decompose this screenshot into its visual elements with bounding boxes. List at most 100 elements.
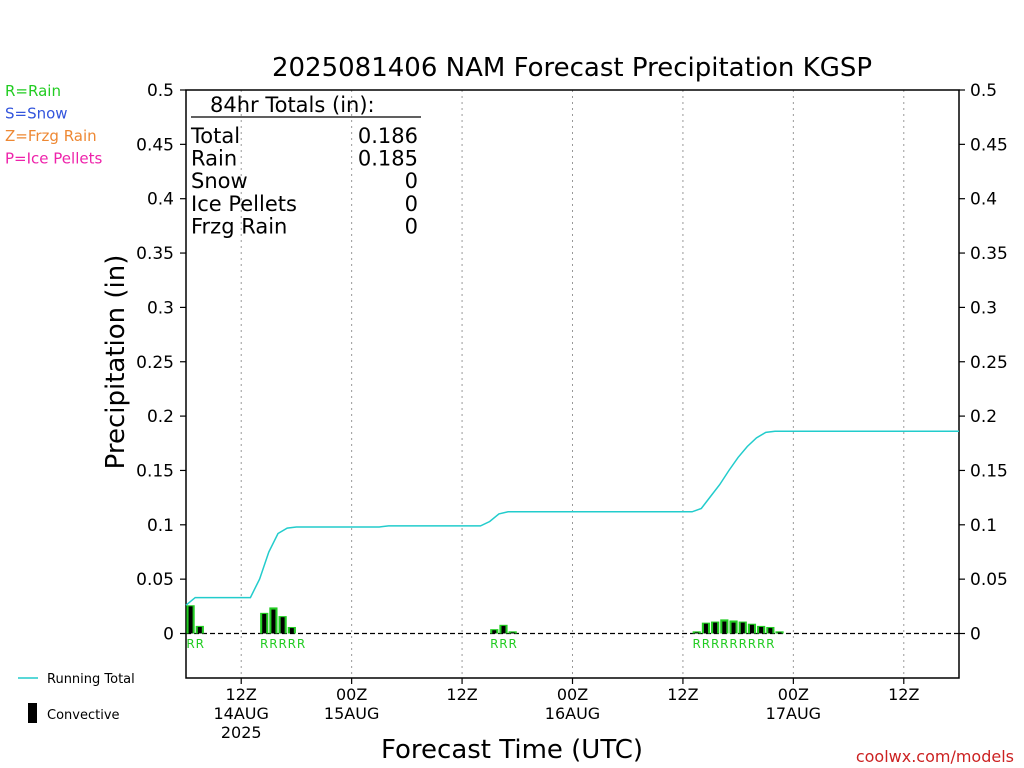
precip-bars [186, 605, 784, 634]
totals-row-label: Frzg Rain [191, 214, 287, 238]
grid-lines [240, 90, 905, 678]
y-axis-right: 0 0.05 0.1 0.15 0.2 0.25 0.3 0.35 0.4 0.45 0.5 [959, 81, 1008, 645]
convective-bar [703, 623, 708, 634]
running-total-legend-label: Running Total [47, 672, 135, 687]
totals-row-label: Total [190, 124, 240, 148]
totals-row-value: 0 [405, 214, 418, 238]
series-legend: Running Total Convective [18, 672, 135, 723]
ptype-letter: R [499, 637, 507, 651]
ptype-letter: R [711, 637, 719, 651]
totals-row-label: Ice Pellets [191, 192, 297, 216]
convective-bar [501, 625, 506, 634]
y-tick-label-right: 0.3 [970, 298, 997, 318]
totals-row-label: Snow [191, 169, 248, 193]
convective-bar [188, 606, 193, 634]
convective-bar [722, 621, 727, 634]
y-tick-label-left: 0.35 [136, 244, 174, 264]
x-tick-label: 15AUG [324, 704, 379, 723]
x-tick-label: 14AUG [214, 704, 269, 723]
convective-legend-label: Convective [47, 708, 120, 723]
x-tick-label: 12Z [667, 685, 698, 704]
ptype-letter: R [757, 637, 765, 651]
x-tick-label: 12Z [226, 685, 257, 704]
ptype-letter: R [729, 637, 737, 651]
ptype-legend-item: R=Rain [5, 82, 61, 100]
convective-bar [740, 622, 745, 634]
convective-bar [280, 617, 285, 634]
y-tick-label-left: 0.4 [147, 190, 174, 210]
x-tick-label: 17AUG [766, 704, 821, 723]
x-tick-label: 16AUG [545, 704, 600, 723]
totals-row-value: 0.186 [358, 124, 418, 148]
ptype-letter: R [269, 637, 277, 651]
y-tick-label-left: 0.15 [136, 461, 174, 481]
totals-box: 84hr Totals (in): Total 0.186 Rain 0.185 Snow… [190, 93, 421, 238]
x-tick-label: 00Z [336, 685, 367, 704]
y-tick-label-right: 0.25 [970, 353, 1008, 373]
y-tick-label-right: 0.45 [970, 135, 1008, 155]
y-axis-label: Precipitation (in) [101, 255, 131, 470]
totals-row-label: Rain [191, 147, 237, 171]
ptype-legend-item: Z=Frzg Rain [5, 127, 97, 145]
convective-bar [731, 622, 736, 634]
y-tick-label-left: 0.25 [136, 353, 174, 373]
convective-bar [289, 628, 294, 634]
convective-bar [262, 613, 267, 634]
x-tick-label: 00Z [778, 685, 809, 704]
y-tick-label-right: 0.05 [970, 570, 1008, 590]
y-tick-label-left: 0.3 [147, 298, 174, 318]
convective-bar [713, 622, 718, 634]
chart-title: 2025081406 NAM Forecast Precipitation KG… [272, 53, 872, 83]
convective-bar [197, 626, 202, 634]
y-tick-label-left: 0.5 [147, 81, 174, 101]
y-tick-label-right: 0.4 [970, 190, 997, 210]
ptype-letter: R [186, 637, 194, 651]
convective-bar [492, 630, 497, 634]
y-tick-label-left: 0.45 [136, 135, 174, 155]
convective-swatch [28, 703, 37, 723]
ptype-letter: R [260, 637, 268, 651]
ptype-letter: R [693, 637, 701, 651]
ptype-letter: R [748, 637, 756, 651]
credit-text: coolwx.com/models [856, 747, 1014, 766]
convective-bar [694, 632, 699, 634]
ptype-letter: R [702, 637, 710, 651]
ptype-letter: R [766, 637, 774, 651]
ptype-letter: R [196, 637, 204, 651]
totals-row-value: 0 [405, 169, 418, 193]
ptype-legend: R=Rain S=Snow Z=Frzg Rain P=Ice Pellets [5, 82, 102, 168]
y-tick-label-left: 0.05 [136, 570, 174, 590]
y-tick-label-right: 0.35 [970, 244, 1008, 264]
x-tick-label: 12Z [888, 685, 919, 704]
ptype-letter: R [739, 637, 747, 651]
convective-bar [749, 624, 754, 634]
convective-bar [510, 632, 515, 634]
ptype-letter: R [278, 637, 286, 651]
x-tick-label: 00Z [557, 685, 588, 704]
x-axis-label: Forecast Time (UTC) [381, 735, 643, 765]
rain-bar [508, 631, 517, 634]
ptype-legend-item: P=Ice Pellets [5, 150, 102, 168]
y-tick-label-right: 0.5 [970, 81, 997, 101]
y-axis-left: 0 0.05 0.1 0.15 0.2 0.25 0.3 0.35 0.4 0.45 0.5 [136, 81, 186, 645]
ptype-letter: R [720, 637, 728, 651]
totals-row-value: 0.185 [358, 147, 418, 171]
convective-bar [768, 628, 773, 634]
rain-bar [692, 631, 701, 634]
convective-bar [759, 626, 764, 634]
y-tick-label-right: 0.1 [970, 516, 997, 536]
y-tick-label-right: 0.15 [970, 461, 1008, 481]
convective-bar [271, 609, 276, 634]
totals-header: 84hr Totals (in): [210, 93, 375, 117]
rain-bar [775, 631, 784, 634]
ptype-letter: R [490, 637, 498, 651]
y-tick-label-left: 0 [163, 625, 174, 645]
y-tick-label-left: 0.2 [147, 407, 174, 427]
running-total-line [185, 430, 959, 606]
ptype-letter: R [288, 637, 296, 651]
y-tick-label-right: 0.2 [970, 407, 997, 427]
y-tick-label-left: 0.1 [147, 516, 174, 536]
y-tick-label-right: 0 [970, 625, 981, 645]
